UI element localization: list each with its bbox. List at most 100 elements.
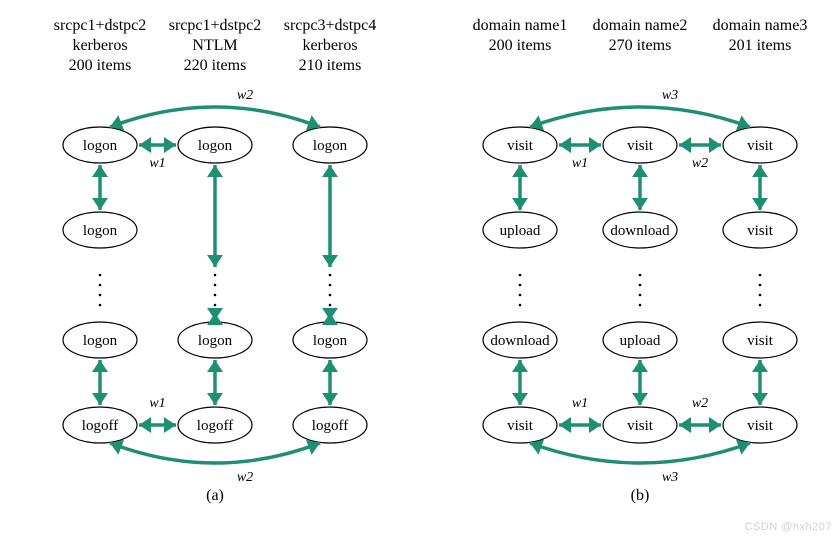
node-label: logon [198,138,233,154]
arrow-head [632,198,648,210]
arrow-head [322,313,338,325]
node-label: upload [620,333,661,349]
ellipsis-dot [639,294,642,297]
ellipsis-dot [759,284,762,287]
column-header: kerberos [72,37,127,54]
arrow-head [92,198,108,210]
arrow-head [512,360,528,372]
node-label: logon [83,223,118,239]
column-header: NTLM [192,37,237,54]
ellipsis-dot [639,304,642,307]
arrow-head [92,165,108,177]
node-label: visit [507,418,534,434]
weight-label: w1 [572,396,588,411]
arrow-curve [530,107,750,127]
panel-caption: (a) [206,487,224,504]
node-label: visit [747,223,774,239]
ellipsis-dot [214,294,217,297]
node-label: upload [500,223,541,239]
ellipsis-dot [214,274,217,277]
node-label: logoff [197,418,233,434]
arrow-head [92,393,108,405]
arrow-head [589,417,601,433]
ellipsis-dot [99,284,102,287]
node-label: logon [313,333,348,349]
ellipsis-dot [329,274,332,277]
node-label: logoff [82,418,118,434]
weight-label: w1 [149,396,165,411]
node-label: visit [507,138,534,154]
weight-label: w2 [692,156,708,171]
column-header: srcpc3+dstpc4 [284,17,377,34]
arrow-head [709,417,721,433]
arrow-head [207,393,223,405]
arrow-head [679,137,691,153]
arrow-head [512,393,528,405]
arrow-head [322,393,338,405]
column-header: 200 items [69,57,132,74]
arrow-head [512,198,528,210]
ellipsis-dot [759,304,762,307]
ellipsis-dot [639,284,642,287]
arrow-curve [110,443,320,463]
arrow-head [92,360,108,372]
ellipsis-dot [639,274,642,277]
arrow-head [709,137,721,153]
arrow-head [752,198,768,210]
arrow-head [139,137,151,153]
column-header: 270 items [609,37,672,54]
column-header: domain name1 [473,17,568,34]
node-label: download [610,223,670,239]
arrow-head [559,137,571,153]
ellipsis-dot [519,294,522,297]
arrow-head [589,137,601,153]
ellipsis-dot [99,274,102,277]
arrow-head [512,165,528,177]
arrow-head [164,417,176,433]
arrow-head [752,393,768,405]
column-header: srcpc1+dstpc2 [169,17,262,34]
arrow-head [752,165,768,177]
ellipsis-dot [329,304,332,307]
node-label: visit [747,418,774,434]
ellipsis-dot [214,304,217,307]
column-header: 220 items [184,57,247,74]
node-label: logon [313,138,348,154]
column-header: domain name3 [713,17,808,34]
ellipsis-dot [99,304,102,307]
arrow-head [632,360,648,372]
arrow-head [632,165,648,177]
ellipsis-dot [329,284,332,287]
node-label: visit [627,418,654,434]
ellipsis-dot [759,274,762,277]
node-label: logon [83,138,118,154]
arrow-head [752,360,768,372]
arrow-head [139,417,151,433]
column-header: domain name2 [593,17,688,34]
node-label: logon [198,333,233,349]
ellipsis-dot [759,294,762,297]
arrow-head [559,417,571,433]
node-label: logoff [312,418,348,434]
ellipsis-dot [519,284,522,287]
arrow-head [164,137,176,153]
watermark: CSDN @hxh207 [745,521,832,533]
weight-label: w3 [662,470,678,485]
node-label: visit [627,138,654,154]
arrow-head [207,360,223,372]
weight-label: w1 [149,156,165,171]
arrow-head [322,360,338,372]
ellipsis-dot [214,284,217,287]
node-label: logon [83,333,118,349]
column-header: 201 items [729,37,792,54]
node-label: visit [747,333,774,349]
arrow-head [207,255,223,267]
node-label: download [490,333,550,349]
ellipsis-dot [99,294,102,297]
diagram-canvas: srcpc1+dstpc2kerberos200 itemssrcpc1+dst… [0,0,840,539]
node-label: visit [747,138,774,154]
arrow-head [322,165,338,177]
weight-label: w2 [237,470,253,485]
panel-caption: (b) [631,487,650,504]
weight-label: w2 [692,396,708,411]
